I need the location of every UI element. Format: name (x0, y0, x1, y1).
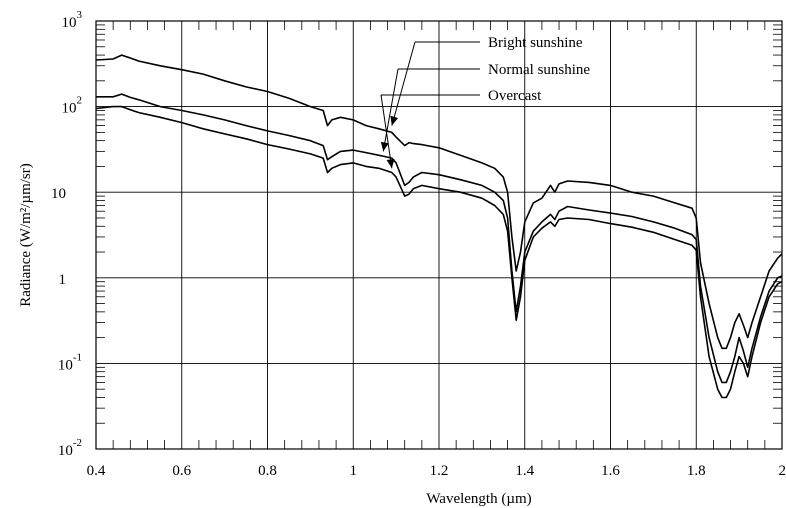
y-axis-title: Radiance (W/m²/µm/sr) (18, 163, 34, 307)
x-tick-label: 1.2 (430, 463, 449, 479)
x-axis-title: Wavelength (µm) (426, 491, 531, 507)
y-tick-base: 10 (62, 15, 77, 31)
y-tick-label: 103 (62, 9, 83, 31)
x-tick-label: 1.6 (601, 463, 620, 479)
x-tick-label: 1 (350, 463, 358, 479)
series-line-overcast (95, 105, 783, 399)
grid (95, 20, 783, 450)
x-tick-label: 0.8 (258, 463, 277, 479)
series-group (95, 54, 783, 399)
legend-label: Normal sunshine (488, 62, 590, 78)
y-tick-label: 102 (62, 95, 83, 117)
y-tick-exponent: -2 (73, 437, 82, 449)
minor-ticks (96, 21, 782, 449)
plot-frame (95, 20, 783, 450)
x-tick-label: 0.6 (172, 463, 191, 479)
y-tick-base: 1 (59, 272, 67, 288)
x-tick-label: 0.4 (87, 463, 106, 479)
y-tick-label: 10 (51, 186, 66, 202)
legend-leader-line (391, 41, 416, 126)
legend-leader-line (380, 94, 393, 169)
series-line-bright-sunshine (95, 54, 783, 350)
y-tick-base: 10 (62, 101, 77, 117)
y-tick-base: 10 (58, 357, 73, 373)
legend-arrowhead (380, 141, 389, 152)
y-tick-exponent: 2 (77, 95, 83, 107)
y-tick-base: 10 (58, 443, 73, 459)
legend-label: Overcast (488, 88, 542, 104)
legend-arrowhead (386, 158, 395, 169)
legend-label: Bright sunshine (488, 35, 583, 51)
y-tick-exponent: 3 (77, 9, 83, 21)
y-tick-base: 10 (51, 186, 66, 202)
x-tick-label: 1.4 (515, 463, 534, 479)
legend-leader-line (382, 68, 399, 152)
series-line-normal-sunshine (96, 93, 783, 384)
x-tick-label: 1.8 (687, 463, 706, 479)
y-tick-exponent: -1 (73, 351, 82, 363)
x-tick-label: 2 (779, 463, 786, 479)
y-tick-label: 1 (59, 272, 67, 288)
legend-arrowhead (390, 115, 399, 126)
y-tick-label: 10-1 (58, 351, 82, 373)
y-tick-label: 10-2 (58, 437, 82, 459)
x-tick-labels: 0.4 0.6 0.8 1 1.2 1.4 1.6 1.8 2 (87, 463, 786, 479)
legend-group: Bright sunshine Normal sunshine Overcast (380, 35, 590, 169)
